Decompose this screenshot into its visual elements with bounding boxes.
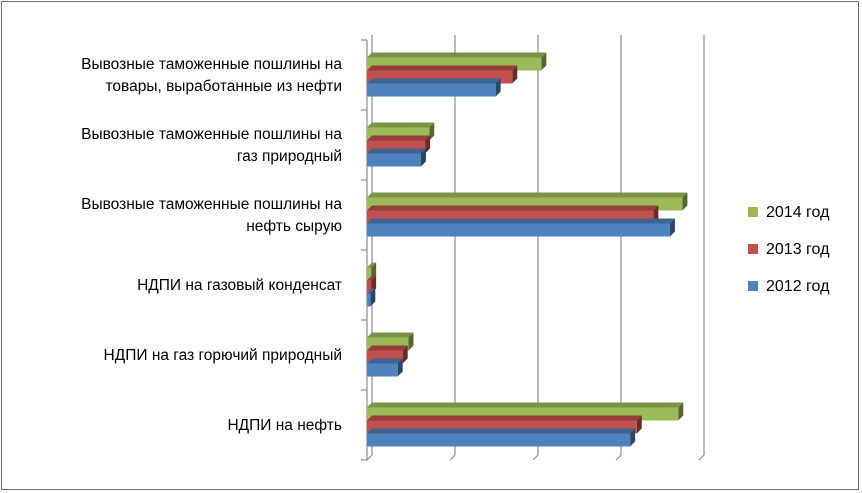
legend-label: 2012 год bbox=[766, 278, 830, 295]
legend-swatch bbox=[748, 281, 758, 291]
category-label: НДПИ на газ горючий природный bbox=[104, 347, 342, 364]
legend-label: 2013 год bbox=[766, 241, 830, 258]
bar bbox=[367, 288, 376, 307]
bar bbox=[367, 358, 403, 377]
legend-swatch bbox=[748, 207, 758, 217]
bar bbox=[367, 218, 675, 237]
category-label: Вывозные таможенные пошлины на газ природ… bbox=[81, 126, 342, 165]
category-label: НДПИ на газовый конденсат bbox=[137, 277, 342, 294]
category-axis bbox=[361, 39, 368, 461]
legend-label: 2014 год bbox=[766, 204, 830, 221]
legend-item: 2012 год bbox=[748, 278, 830, 295]
category-label: Вывозные таможенные пошлины на нефть сыру… bbox=[81, 196, 342, 235]
legend-item: 2014 год bbox=[748, 204, 830, 221]
gridline-floor bbox=[366, 454, 373, 461]
legend-swatch bbox=[748, 244, 758, 254]
gridline-floor bbox=[615, 454, 622, 461]
bar bbox=[367, 428, 636, 447]
gridline-floor bbox=[698, 454, 705, 461]
gridline-floor bbox=[449, 454, 456, 461]
gridlines bbox=[366, 35, 705, 461]
bar bbox=[367, 148, 426, 167]
legend: 2014 год 2013 год 2012 год bbox=[748, 204, 830, 295]
bars bbox=[367, 52, 688, 447]
category-labels: Вывозные таможенные пошлины на товары, вы… bbox=[81, 56, 342, 434]
legend-item: 2013 год bbox=[748, 241, 830, 258]
category-label: НДПИ на нефть bbox=[227, 417, 342, 434]
bar bbox=[367, 78, 501, 97]
gridline-floor bbox=[532, 454, 539, 461]
category-label: Вывозные таможенные пошлины на товары, вы… bbox=[81, 56, 342, 95]
